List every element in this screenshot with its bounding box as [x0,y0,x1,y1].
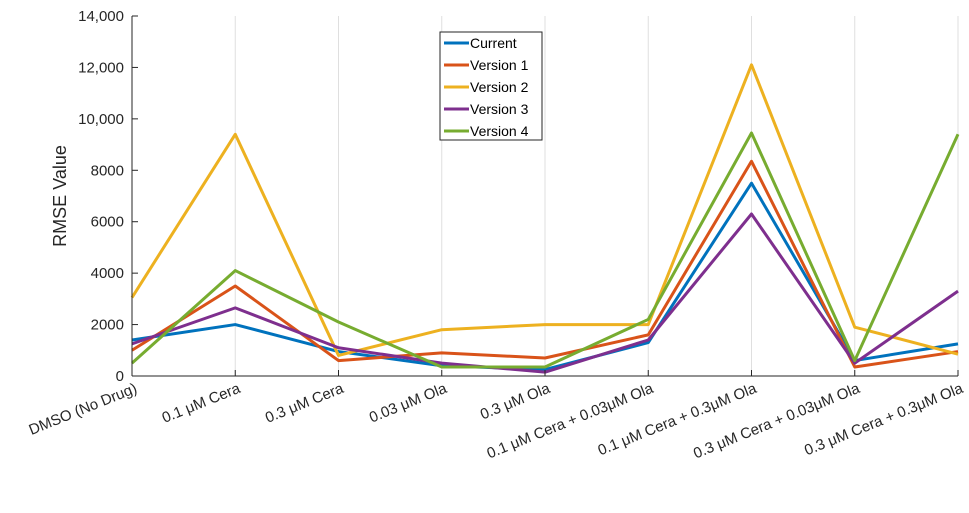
y-tick-label: 8000 [91,162,124,179]
y-tick-label: 4000 [91,265,124,282]
y-tick-label: 14,000 [78,8,124,25]
legend-label: Version 1 [470,57,529,73]
x-tick-label: 0.1 μM Cera [160,380,244,427]
x-tick-label: 0.3 μM Ola [478,380,553,424]
x-tick-label: 0.03 μM Ola [367,380,450,427]
x-tick-label: 0.1 μM Cera + 0.03μM Ola [485,380,657,463]
x-tick-label: DMSO (No Drug) [26,380,139,439]
x-tick-label: 0.3 μM Cera [263,380,347,427]
x-tick-labels: DMSO (No Drug) 0.1 μM Cera 0.3 μM Cera 0.03… [26,380,966,463]
x-tick-label: 0.3 μM Cera + 0.03μM Ola [691,380,863,463]
series-line-version-4 [130,131,960,369]
series-lines [130,63,960,374]
legend-label: Version 2 [470,79,529,95]
y-tick-label: 10,000 [78,111,124,128]
y-tick-label: 2000 [91,317,124,334]
series-line-version-1 [131,159,959,369]
y-tick-label: 0 [116,368,124,385]
y-tick-label: 12,000 [78,59,124,76]
y-tick-label: 6000 [91,214,124,231]
axes [131,15,959,377]
grid-lines [234,16,959,376]
series-line-version-2 [130,63,959,357]
y-tick-labels: 0 2000 4000 6000 8000 10,000 12,000 14,000 [78,8,124,385]
legend-label: Current [470,35,517,51]
y-axis-title: RMSE Value [50,145,70,247]
legend-label: Version 4 [470,123,529,139]
legend: Current Version 1 Version 2 Version 3 Versio… [439,31,543,141]
legend-label: Version 3 [470,101,529,117]
